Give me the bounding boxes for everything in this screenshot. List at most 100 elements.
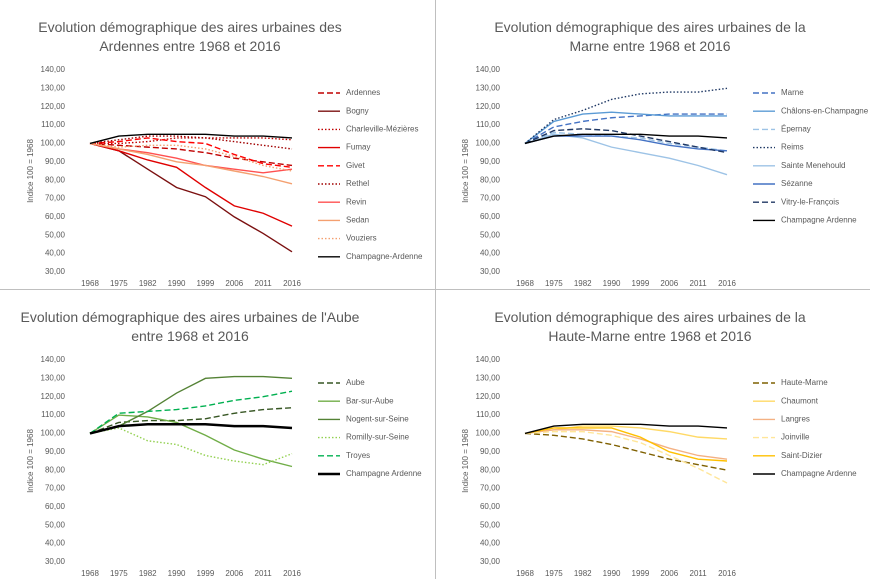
chart: 30,00 40,00 50,00 60,00 70,00 80,00 90,00 100,0… [26, 65, 423, 288]
x-tick-label: 1999 [632, 279, 650, 288]
x-tick-label: 1990 [168, 279, 186, 288]
legend-label: Fumay [346, 143, 370, 152]
legend-label: Joinville [781, 433, 810, 442]
y-tick-label: 50,00 [45, 230, 66, 239]
legend-label: Revin [346, 197, 366, 206]
y-tick-label: 80,00 [45, 465, 66, 474]
chart-panel: Evolution démographique des aires urbain… [435, 0, 870, 289]
y-axis-label: Indice 100 = 1968 [26, 429, 35, 493]
x-tick-label: 1975 [110, 569, 128, 578]
y-tick-label: 30,00 [480, 557, 501, 566]
x-tick-label: 2011 [690, 279, 708, 288]
series-line [524, 113, 727, 145]
y-axis-label: Indice 100 = 1968 [26, 139, 35, 203]
series-line [89, 135, 293, 150]
series-line [89, 375, 293, 435]
y-tick-label: 60,00 [45, 212, 66, 221]
series-line [524, 432, 728, 471]
x-tick-label: 2011 [255, 569, 273, 578]
x-tick-label: 2006 [660, 569, 678, 578]
y-tick-label: 140,00 [41, 65, 66, 74]
chart-title: Evolution démographique des aires urbain… [494, 19, 806, 54]
y-tick-label: 100,00 [41, 429, 66, 438]
series-line [524, 133, 728, 145]
y-tick-label: 120,00 [476, 392, 501, 401]
series-line [524, 430, 728, 484]
x-tick-label: 1975 [545, 279, 563, 288]
series-line [524, 135, 728, 152]
x-tick-label: 2006 [660, 279, 678, 288]
legend-label: Sainte Menehould [781, 161, 846, 170]
x-tick-label: 1990 [168, 569, 186, 578]
x-tick-label: 1982 [139, 279, 157, 288]
legend-label: Rethel [346, 179, 369, 188]
y-tick-label: 30,00 [480, 267, 501, 276]
x-tick-label: 1968 [81, 569, 99, 578]
legend-label: Bar-sur-Aube [346, 396, 394, 405]
series-line [89, 423, 293, 435]
series-line [89, 142, 293, 167]
legend-label: Givet [346, 161, 365, 170]
x-tick-label: 2016 [283, 279, 301, 288]
series-line [524, 427, 728, 462]
y-tick-label: 130,00 [476, 83, 501, 92]
y-tick-label: 40,00 [45, 539, 66, 548]
legend-label: Marne [781, 88, 804, 97]
series-line [89, 137, 293, 169]
legend-label: Troyes [346, 451, 370, 460]
y-tick-label: 40,00 [45, 249, 66, 258]
series-line [89, 142, 293, 174]
chart-title: Evolution démographique des aires urbain… [494, 309, 806, 344]
y-tick-label: 70,00 [480, 484, 501, 493]
chart: 30,00 40,00 50,00 60,00 70,00 80,00 90,00 100,0… [461, 65, 869, 288]
chart-panel: Evolution démographique des aires urbain… [0, 0, 435, 289]
x-tick-label: 2016 [718, 569, 736, 578]
legend-label: Chaumont [781, 396, 819, 405]
y-tick-label: 60,00 [480, 212, 501, 221]
y-tick-label: 60,00 [480, 502, 501, 511]
chart-panel: Evolution démographique des aires urbain… [0, 290, 435, 579]
series-line [89, 407, 293, 435]
divider [0, 289, 870, 290]
y-tick-label: 60,00 [45, 502, 66, 511]
chart-panel: Evolution démographique des aires urbain… [435, 290, 870, 579]
y-tick-label: 110,00 [476, 120, 500, 129]
y-tick-label: 70,00 [480, 194, 501, 203]
y-tick-label: 130,00 [41, 373, 66, 382]
legend-label: Sézanne [781, 179, 813, 188]
x-tick-label: 1975 [545, 569, 563, 578]
y-tick-label: 130,00 [41, 83, 66, 92]
series-line [524, 131, 728, 152]
legend-label: Bogny [346, 106, 369, 115]
series-line [89, 142, 293, 227]
x-tick-label: 1975 [110, 279, 128, 288]
y-tick-label: 90,00 [480, 157, 501, 166]
x-tick-label: 1968 [516, 279, 534, 288]
legend-label: Champagne Ardenne [346, 469, 422, 478]
legend-label: Champagne Ardenne [781, 216, 857, 225]
series-line [89, 427, 293, 466]
y-tick-label: 110,00 [41, 120, 65, 129]
y-tick-label: 140,00 [41, 355, 66, 364]
x-tick-label: 1999 [197, 569, 215, 578]
series-line [89, 133, 293, 145]
y-tick-label: 110,00 [476, 410, 500, 419]
legend-label: Champagne Ardenne [781, 469, 857, 478]
y-tick-label: 140,00 [476, 65, 501, 74]
x-tick-label: 1999 [632, 569, 650, 578]
y-tick-label: 40,00 [480, 539, 501, 548]
y-tick-label: 130,00 [476, 373, 501, 382]
y-tick-label: 50,00 [480, 520, 501, 529]
y-tick-label: 80,00 [480, 175, 501, 184]
y-tick-label: 30,00 [45, 267, 66, 276]
x-tick-label: 2006 [225, 569, 243, 578]
x-tick-label: 1968 [81, 279, 99, 288]
y-tick-label: 120,00 [476, 102, 501, 111]
y-tick-label: 140,00 [476, 355, 501, 364]
series-line [524, 128, 728, 154]
legend-label: Haute-Marne [781, 378, 828, 387]
chart: 30,00 40,00 50,00 60,00 70,00 80,00 90,00 100,0… [461, 355, 857, 578]
legend-label: Vitry-le-François [781, 197, 839, 206]
y-tick-label: 100,00 [476, 429, 501, 438]
